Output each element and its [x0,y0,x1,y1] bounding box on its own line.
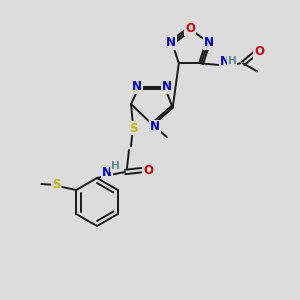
Text: N: N [132,80,142,93]
Text: O: O [185,22,195,35]
Text: N: N [102,166,112,178]
Text: N: N [150,121,160,134]
Text: H: H [228,56,236,66]
Text: N: N [220,55,230,68]
Text: H: H [111,161,119,171]
Text: O: O [143,164,153,176]
Text: N: N [204,36,214,49]
Text: S: S [52,178,61,191]
Text: N: N [162,80,172,93]
Text: O: O [254,45,264,58]
Text: S: S [129,122,137,134]
Text: N: N [166,36,176,49]
